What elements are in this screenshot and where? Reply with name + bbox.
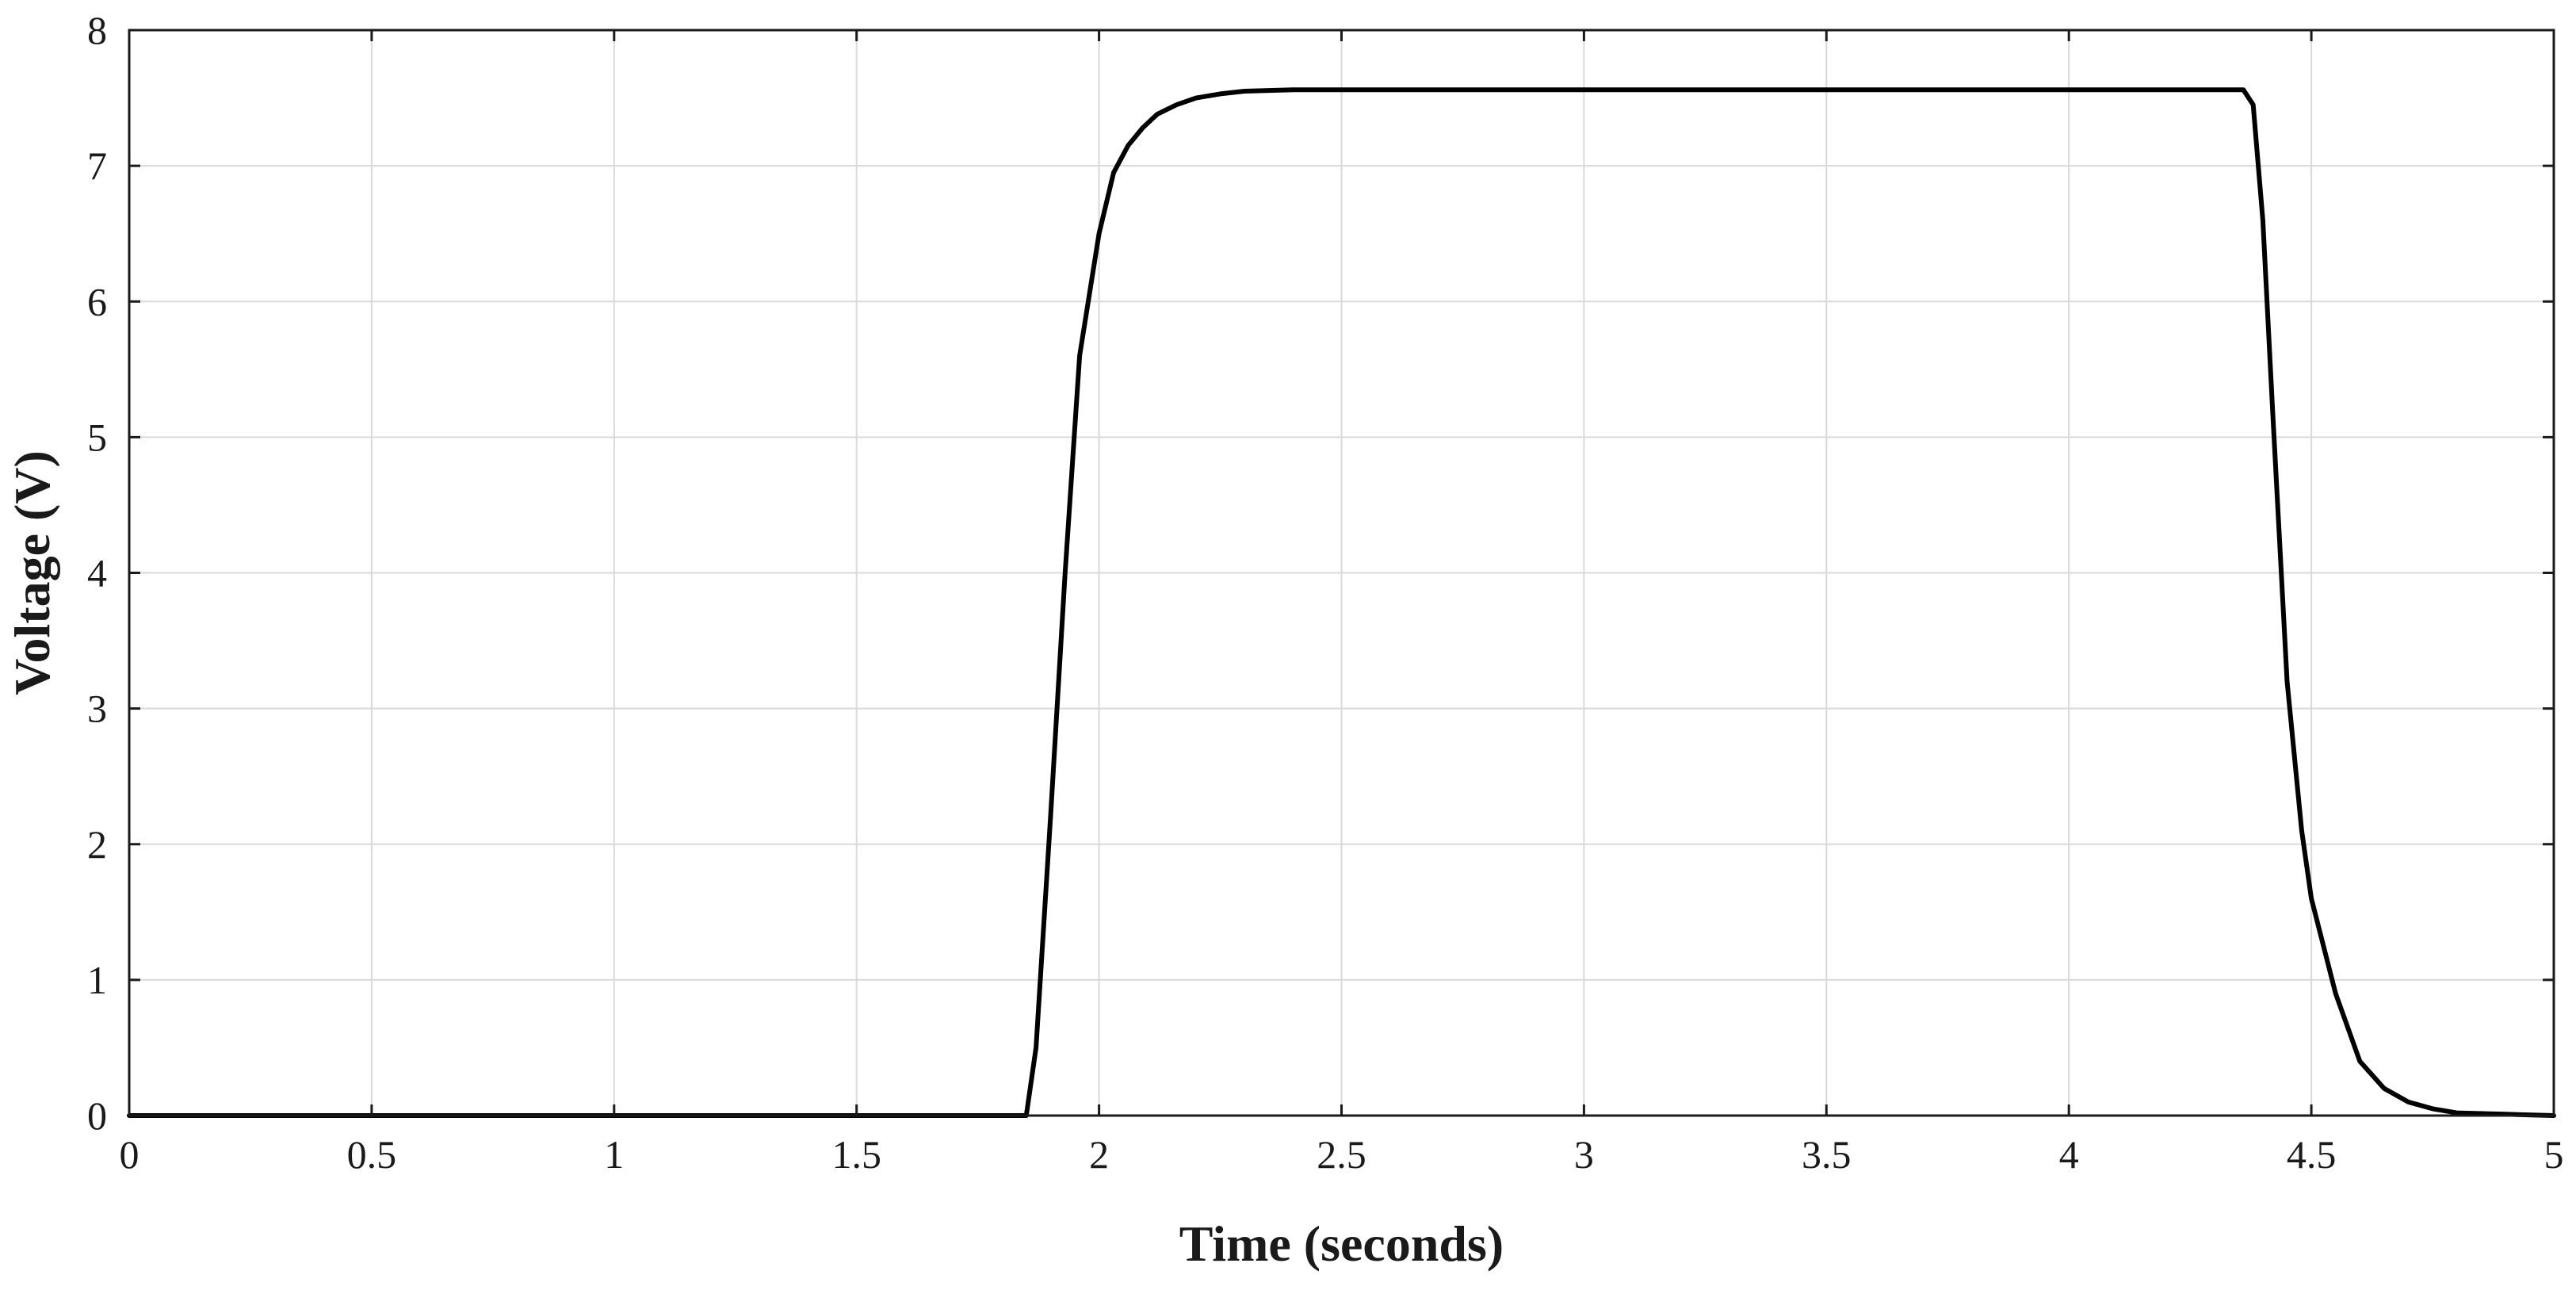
x-axis-tick-labels: 0 0.5 1 1.5 2 2.5 3 3.5 4 4.5 5 [120,1132,2564,1177]
y-tick-label: 5 [87,415,107,459]
y-axis-title: Voltage (V) [4,450,60,695]
x-tick-label: 1.5 [831,1132,881,1177]
x-tick-label: 2.5 [1317,1132,1366,1177]
x-tick-label: 3.5 [1802,1132,1852,1177]
x-tick-label: 5 [2544,1132,2564,1177]
x-tick-label: 4.5 [2287,1132,2337,1177]
y-tick-label: 3 [87,687,107,731]
y-tick-label: 0 [87,1093,107,1138]
y-axis-tick-labels: 0 1 2 3 4 5 6 7 8 [87,8,107,1138]
y-tick-label: 8 [87,8,107,52]
x-tick-label: 0.5 [347,1132,397,1177]
plot-area [127,87,2556,1118]
x-tick-label: 1 [604,1132,624,1177]
x-axis-title: Time (seconds) [1179,1215,1504,1272]
grid-lines [128,29,2555,1116]
y-tick-label: 2 [87,822,107,867]
y-tick-label: 6 [87,279,107,323]
y-tick-label: 1 [87,958,107,1002]
x-tick-label: 0 [120,1132,140,1177]
x-tick-label: 3 [1574,1132,1594,1177]
tick-marks [128,29,2555,1117]
y-tick-label: 4 [87,551,107,595]
x-tick-label: 4 [2059,1132,2079,1177]
y-tick-label: 7 [87,144,107,188]
x-tick-label: 2 [1089,1132,1109,1177]
voltage-series-line [127,87,2556,1118]
